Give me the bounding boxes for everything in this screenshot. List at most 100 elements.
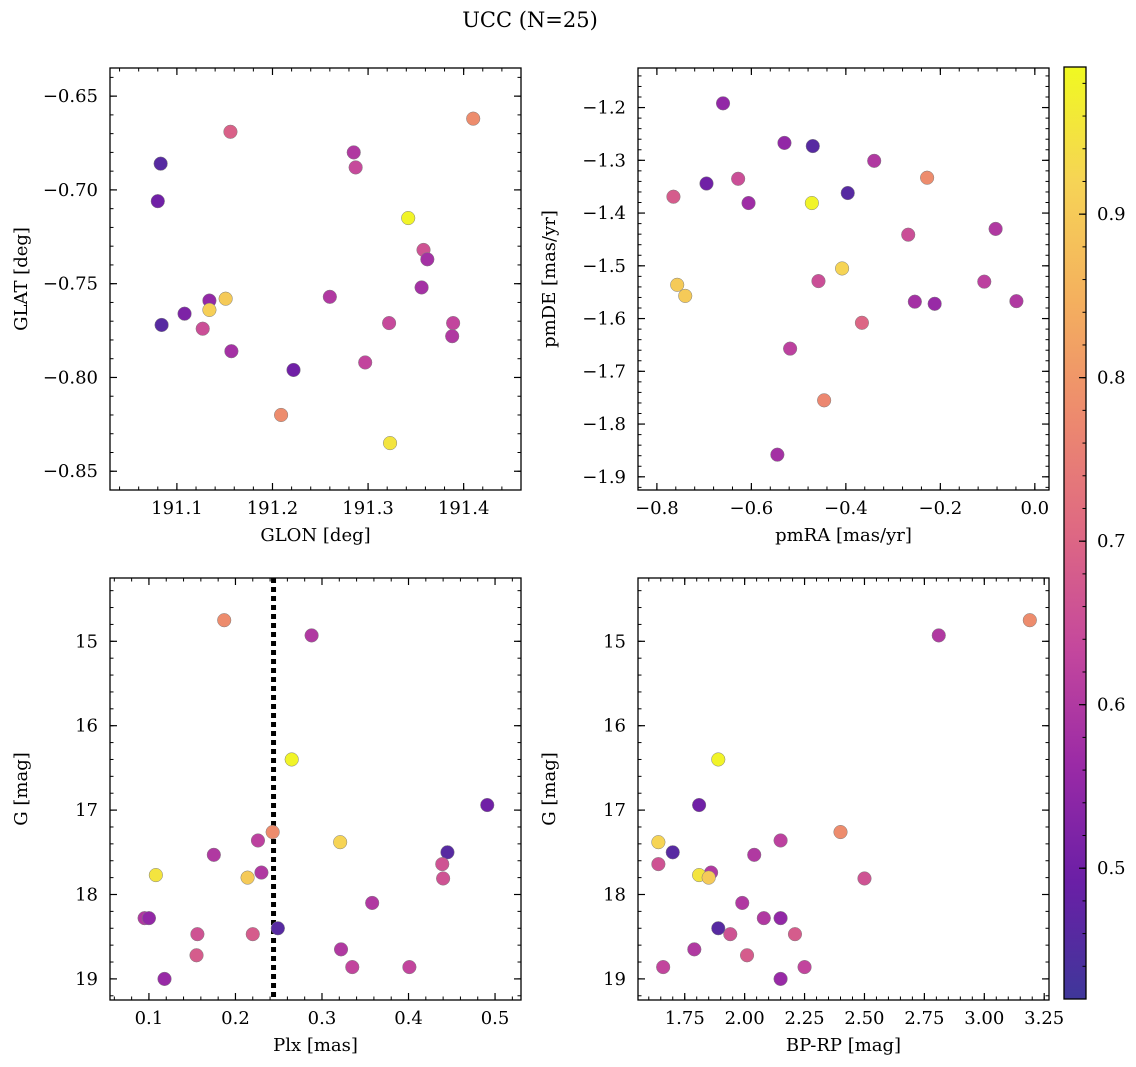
y-tick-label: 17: [603, 800, 626, 821]
scatter-point: [202, 302, 217, 317]
scatter-point: [195, 321, 210, 336]
scatter-point: [711, 921, 726, 936]
x-axis-label: Plx [mas]: [273, 1035, 358, 1056]
scatter-point: [240, 870, 255, 885]
colorbar-tick-label: 0.7: [1097, 531, 1126, 552]
y-tick-label: 19: [603, 969, 626, 990]
subplot-grid: 191.1 191.2 191.3 191.4 −0.85 −0.80 −0.75 −0.70…: [11, 67, 1064, 1056]
scatter-point: [333, 835, 348, 850]
scatter-point: [148, 868, 163, 883]
scatter-point: [711, 752, 726, 767]
scatter-point: [224, 344, 239, 359]
scatter-point: [265, 824, 280, 840]
subplot-plx-g: 0.1 0.2 0.3 0.4 0.5 15 16 17 18 19 Plx [mas] G [mag…: [11, 577, 522, 1056]
y-tick-label: 18: [603, 885, 626, 906]
scatter-point: [747, 847, 762, 862]
scatter-point: [333, 942, 349, 957]
scatter-point: [157, 971, 172, 986]
y-tick-label: 17: [75, 800, 98, 821]
scatter-point: [1009, 294, 1024, 309]
y-tick-label: 18: [75, 885, 98, 906]
scatter-point: [678, 288, 693, 303]
scatter-point: [651, 835, 666, 850]
scatter-point: [206, 847, 221, 862]
scatter-point: [402, 960, 417, 975]
y-tick-label: 15: [75, 631, 98, 652]
x-tick-label: 3.25: [1024, 1008, 1064, 1029]
scatter-point: [797, 960, 812, 975]
scatter-point: [687, 942, 702, 957]
x-tick-label: 191.3: [342, 498, 394, 519]
scatter-point: [382, 316, 397, 331]
y-tick-label: −0.85: [43, 461, 98, 482]
y-axis-label: G [mag]: [11, 752, 32, 825]
scatter-point: [692, 797, 707, 813]
y-tick-label: −0.80: [43, 367, 98, 388]
scatter-point: [739, 948, 755, 963]
scatter-point: [401, 210, 416, 226]
y-axis-label: G [mag]: [539, 752, 560, 825]
scatter-point: [254, 865, 269, 880]
scatter-point: [322, 289, 337, 304]
scatter-point: [756, 911, 771, 926]
axis-ticks: 191.1 191.2 191.3 191.4 −0.85 −0.80 −0.75 −0.70…: [43, 68, 521, 519]
x-tick-label: −0.2: [918, 498, 962, 519]
scatter-point: [480, 797, 495, 813]
scatter-point: [835, 261, 850, 276]
scatter-point: [715, 96, 731, 111]
scatter-point: [345, 960, 360, 975]
scatter-point: [150, 194, 165, 209]
y-tick-label: −1.4: [582, 203, 626, 224]
scatter-point: [770, 447, 785, 462]
scatter-point: [805, 139, 820, 154]
scatter-point: [901, 227, 916, 242]
scatter-point: [787, 927, 803, 942]
colorbar-tick-label: 0.5: [1097, 858, 1126, 879]
y-tick-label: 16: [603, 716, 626, 737]
scatter-point: [773, 971, 788, 986]
axis-ticks: 1.75 2.00 2.25 2.50 2.75 3.00 3.25 15 16 17 18 19: [603, 578, 1064, 1029]
scatter-point: [920, 170, 935, 185]
scatter-point: [854, 315, 869, 330]
scatter-point: [466, 111, 481, 126]
x-tick-label: 0.1: [135, 1008, 164, 1029]
colorbar-tick-label: 0.8: [1097, 368, 1126, 389]
scatter-point: [270, 921, 285, 936]
y-tick-label: −1.6: [582, 309, 626, 330]
axes-frame: [637, 577, 1050, 1001]
scatter-point: [670, 277, 685, 292]
colorbar-frame: [1063, 66, 1087, 1000]
scatter-point: [286, 362, 301, 378]
x-tick-label: 2.75: [904, 1008, 944, 1029]
y-axis-label: pmDE [mas/yr]: [539, 210, 560, 348]
scatter-points: [651, 613, 1037, 986]
scatter-point: [817, 393, 832, 408]
scatter-point: [931, 628, 946, 643]
figure-title: UCC (N=25): [462, 8, 598, 32]
axes-frame: [109, 67, 522, 491]
scatter-point: [731, 171, 746, 186]
colorbar-tick-label: 0.6: [1097, 695, 1126, 716]
subplot-bprp-g: 1.75 2.00 2.25 2.50 2.75 3.00 3.25 15 16 17 18 19 BP…: [539, 577, 1064, 1056]
scatter-point: [304, 628, 319, 643]
x-tick-label: 191.1: [151, 498, 203, 519]
y-tick-label: 15: [603, 631, 626, 652]
x-tick-label: −0.4: [824, 498, 868, 519]
scatter-points: [666, 96, 1024, 462]
x-tick-label: 2.25: [785, 1008, 825, 1029]
y-tick-label: −1.7: [582, 361, 626, 382]
scatter-point: [435, 857, 450, 872]
x-tick-label: 0.0: [1021, 498, 1050, 519]
axes-frame: [637, 67, 1050, 491]
scatter-point: [153, 156, 168, 171]
y-tick-label: −1.9: [582, 467, 626, 488]
scatter-point: [177, 306, 192, 321]
axis-ticks: −0.8 −0.6 −0.4 −0.2 0.0 −1.9 −1.8 −1.7 −1.6 −1.5 −…: [582, 68, 1049, 519]
scatter-point: [383, 436, 398, 451]
scatter-point: [741, 195, 756, 211]
scatter-point: [907, 294, 922, 309]
x-axis-label: GLON [deg]: [260, 525, 370, 546]
scatter-point: [436, 871, 451, 886]
scatter-point: [217, 613, 232, 628]
